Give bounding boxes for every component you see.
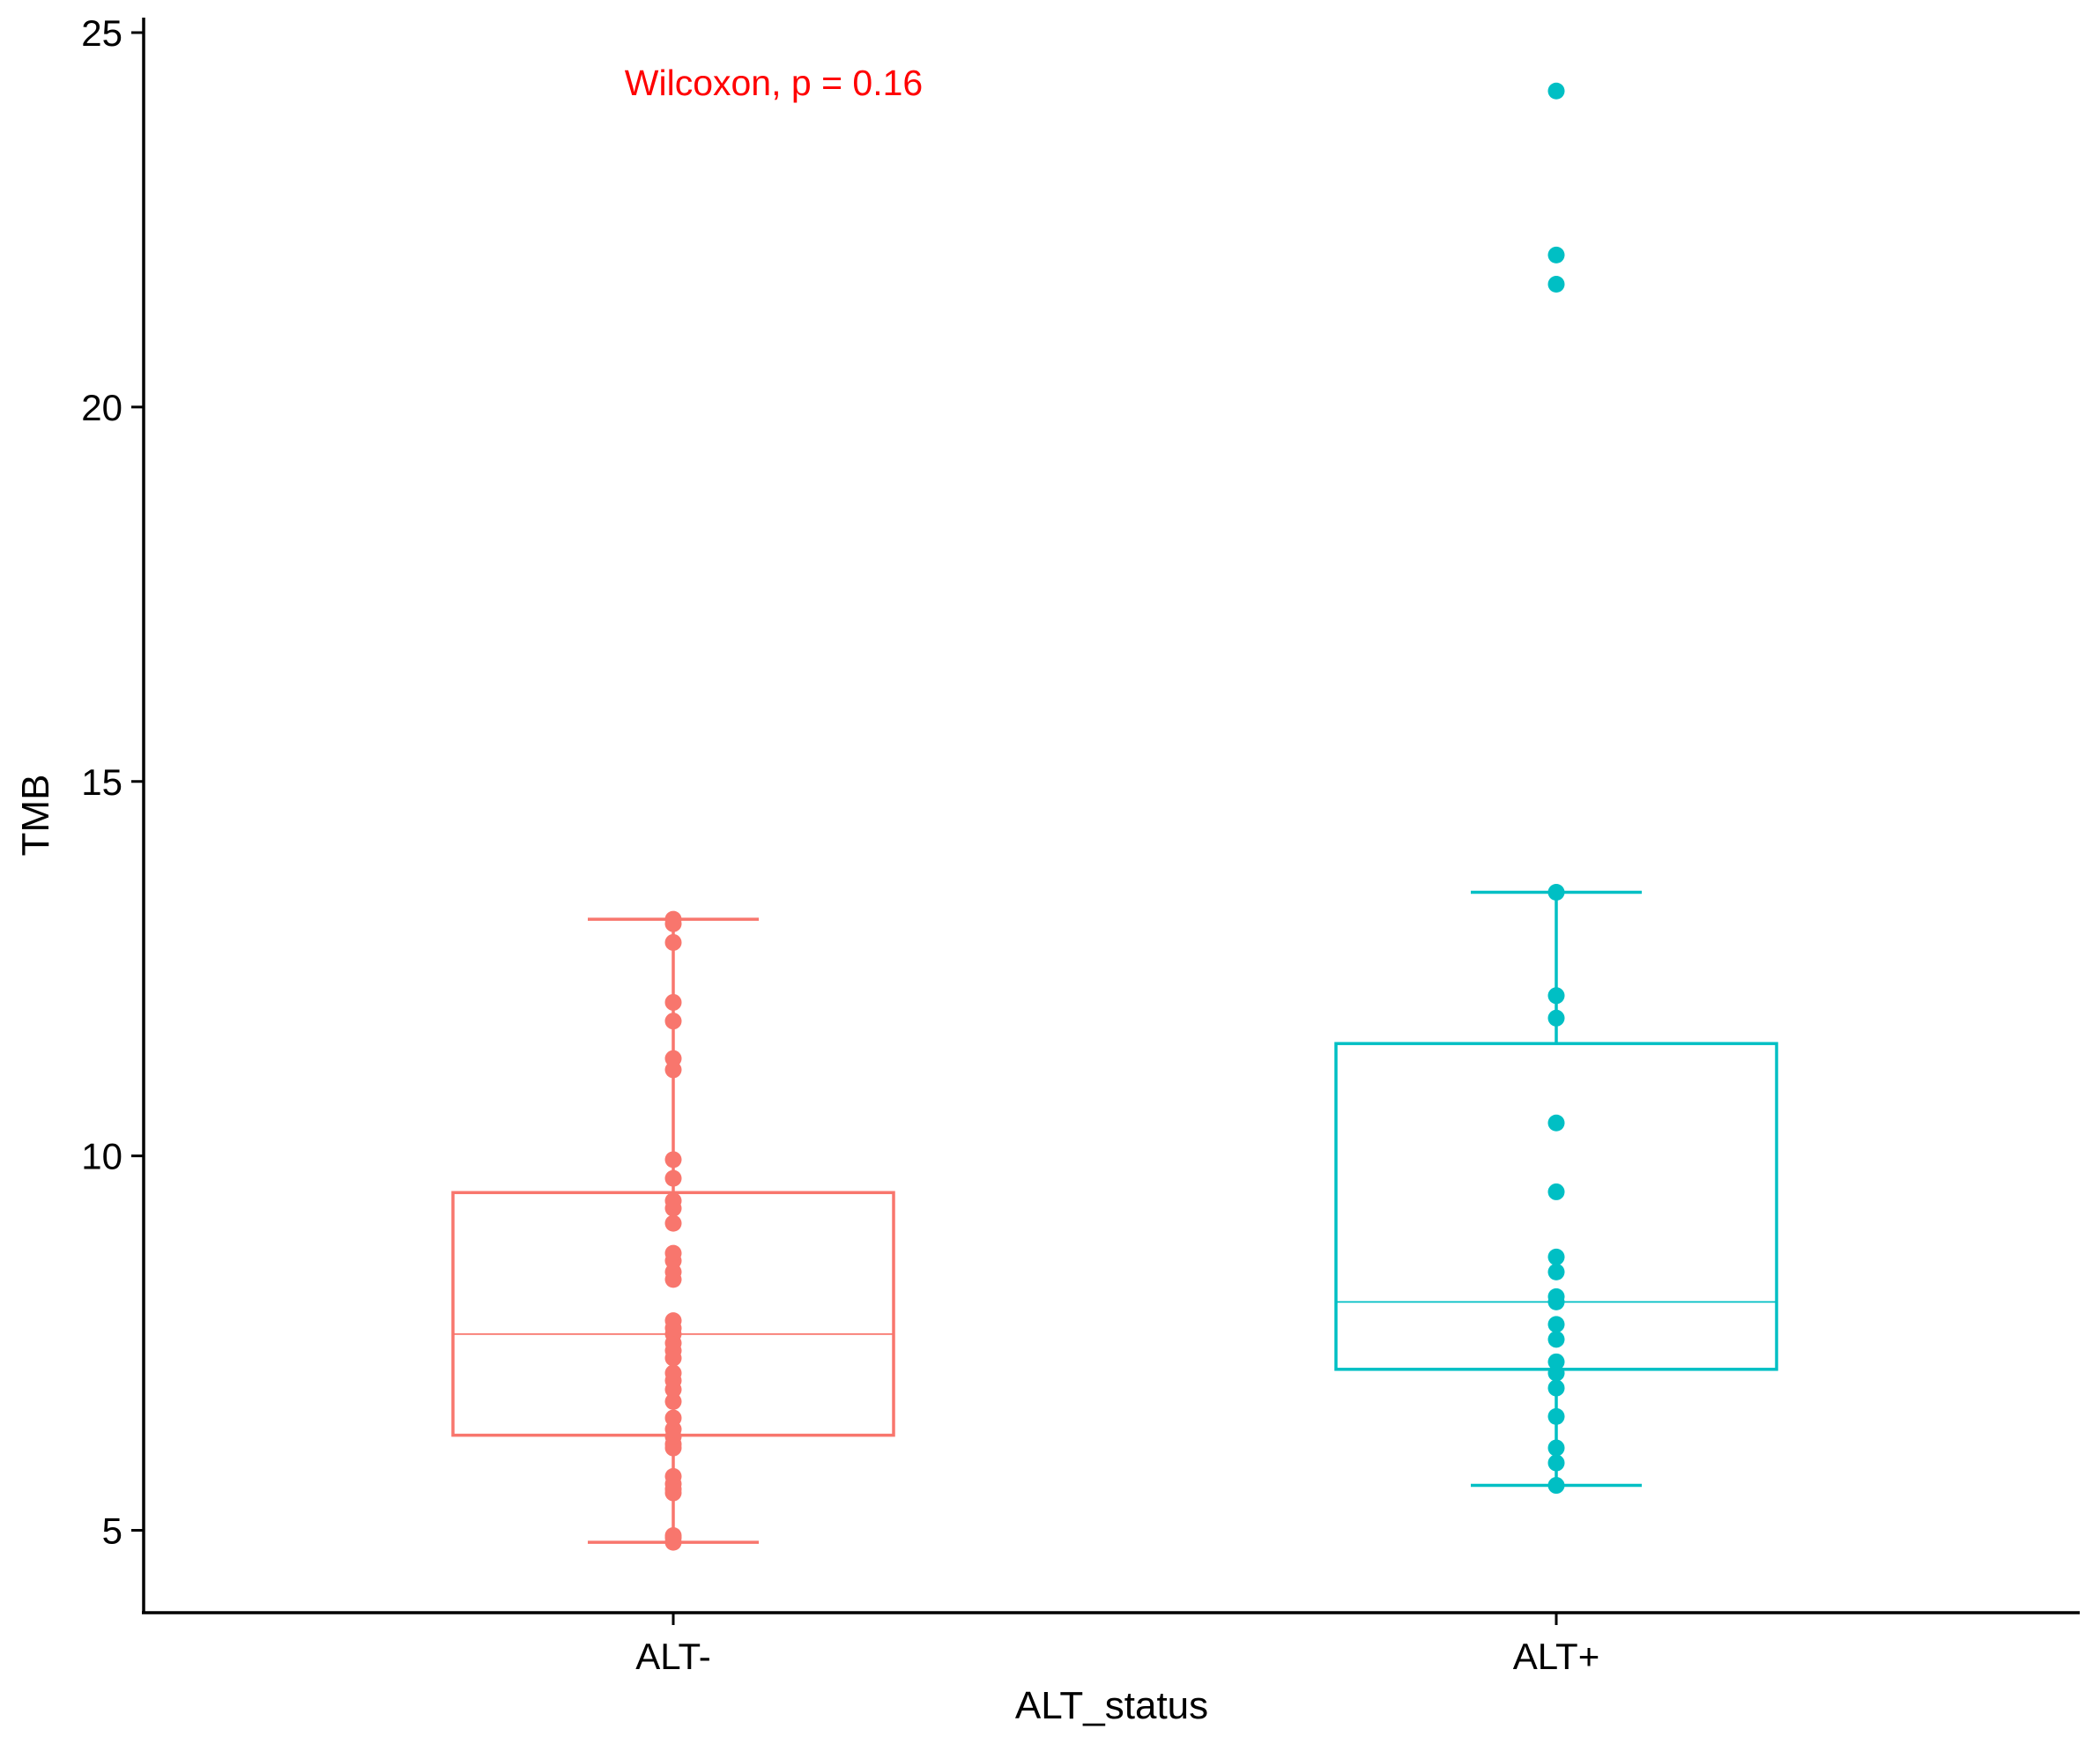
box-group-alt-negative <box>451 910 895 1551</box>
data-point <box>664 1526 682 1544</box>
data-point <box>664 933 682 951</box>
data-point <box>1547 1477 1565 1495</box>
data-point <box>1547 82 1565 100</box>
data-point <box>664 1364 682 1382</box>
data-point <box>664 1050 682 1067</box>
data-point <box>1547 1183 1565 1200</box>
data-point <box>664 1214 682 1232</box>
data-point <box>1547 1248 1565 1265</box>
x-axis-title: ALT_status <box>1015 1684 1208 1727</box>
data-point <box>1547 1407 1565 1425</box>
y-tick-label: 15 <box>81 761 122 803</box>
box-groups <box>451 82 1778 1551</box>
y-tick-label: 20 <box>81 387 122 428</box>
data-point <box>664 1192 682 1210</box>
data-point <box>1547 1454 1565 1472</box>
data-point <box>1547 1263 1565 1280</box>
data-point <box>664 1467 682 1485</box>
data-point <box>664 1151 682 1169</box>
wilcoxon-annotation: Wilcoxon, p = 0.16 <box>625 63 923 103</box>
data-point <box>1547 1114 1565 1132</box>
data-point <box>664 1013 682 1030</box>
data-point <box>1547 276 1565 293</box>
data-point <box>664 1244 682 1262</box>
data-point <box>664 1409 682 1427</box>
y-axis: 5 10 15 20 25 <box>81 12 145 1613</box>
x-tick-label: ALT- <box>635 1636 711 1677</box>
y-tick-label: 5 <box>102 1510 122 1552</box>
data-point <box>1547 1288 1565 1305</box>
data-point <box>1547 987 1565 1005</box>
data-point <box>1547 1379 1565 1397</box>
y-tick-label: 10 <box>81 1136 122 1177</box>
data-point <box>1547 1009 1565 1027</box>
data-point <box>664 993 682 1011</box>
box-group-alt-positive <box>1334 82 1778 1495</box>
data-point <box>1547 1316 1565 1333</box>
data-point <box>1547 1353 1565 1370</box>
data-point <box>664 1312 682 1330</box>
data-point <box>664 1392 682 1410</box>
data-point <box>664 910 682 928</box>
data-point <box>1547 246 1565 263</box>
y-tick-label: 25 <box>81 12 122 54</box>
y-axis-title: TMB <box>14 775 57 857</box>
data-point <box>664 1169 682 1187</box>
data-point <box>1547 1331 1565 1348</box>
x-tick-label: ALT+ <box>1513 1636 1599 1677</box>
iqr-box <box>1334 1042 1778 1371</box>
x-axis: ALT- ALT+ <box>142 1611 2080 1677</box>
data-point <box>1547 884 1565 902</box>
data-point <box>1547 1439 1565 1457</box>
